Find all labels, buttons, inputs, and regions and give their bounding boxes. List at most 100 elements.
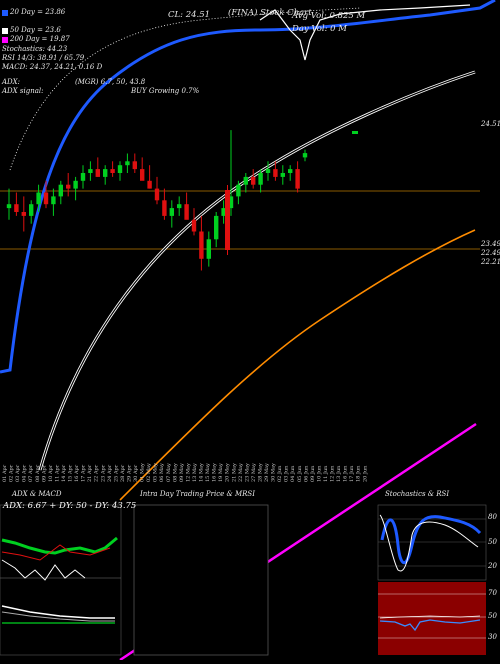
adx-signal-label: ADX signal:	[2, 87, 44, 95]
adx-value: (MGR) 6.7, 50, 43.8	[75, 78, 146, 86]
candle-body	[302, 153, 308, 158]
x-date-label: 02 Apr	[9, 464, 15, 482]
candle-body	[251, 176, 256, 185]
x-date-label: 10 Jun	[316, 465, 322, 482]
adx-line	[1, 559, 86, 581]
candle-body	[288, 169, 293, 173]
candle-body	[162, 200, 167, 216]
candle-body	[14, 204, 19, 212]
ma50-line-inner	[39, 71, 476, 471]
average-volume: Avg Vol: 0.825 M	[292, 11, 366, 21]
x-date-label: 21 May	[231, 463, 237, 482]
candle-body	[95, 169, 100, 177]
candle-body	[206, 239, 211, 259]
x-date-label: 24 Apr	[107, 464, 113, 482]
adx-plus-dy-line	[1, 536, 118, 555]
adx-label: ADX:	[2, 78, 21, 86]
x-date-label: 04 Apr	[22, 464, 28, 482]
x-date-label: 20 Jun	[362, 465, 368, 482]
x-date-label: 05 May	[153, 463, 159, 482]
candle-body	[214, 215, 219, 240]
candle-body	[236, 184, 241, 197]
x-date-label: 04 Jun	[290, 465, 296, 482]
x-date-label: 29 May	[264, 463, 270, 482]
x-date-label: 10 Apr	[48, 464, 54, 482]
candle-body-latest	[352, 131, 358, 134]
day-volume: Day Vol: 0 M	[292, 24, 347, 34]
x-date-label: 01 Apr	[2, 464, 8, 482]
candle-body	[258, 173, 263, 185]
x-date-label: 06 May	[159, 463, 165, 482]
x-date-label: 09 Apr	[41, 464, 47, 482]
intraday-title: Intra Day Trading Price & MRSI	[140, 490, 255, 498]
x-date-label: 02 Jun	[277, 465, 283, 482]
rsi-panel	[378, 582, 486, 655]
stoch-level-20: 20	[488, 562, 497, 570]
x-date-label: 14 Apr	[61, 464, 67, 482]
x-date-label: 30 Apr	[133, 464, 139, 482]
x-date-label: 07 May	[166, 463, 172, 482]
candle-body	[184, 204, 189, 220]
x-date-label: 18 Jun	[356, 465, 362, 482]
adx-macd-title: ADX & MACD	[12, 490, 62, 498]
x-date-label: 02 May	[146, 463, 152, 482]
adx-panel-readout: ADX: 6.67 + DY: 50 - DY: 43.75	[3, 501, 137, 511]
candle-body	[43, 192, 49, 205]
x-date-label: 06 Jun	[303, 465, 309, 482]
legend-swatch-20	[2, 10, 8, 16]
x-date-label: 01 May	[140, 463, 146, 482]
price-label-2: 23.49	[481, 240, 500, 248]
stoch-d-line	[379, 514, 479, 572]
x-date-label: 13 May	[192, 463, 198, 482]
x-date-label: 17 Apr	[81, 464, 87, 482]
x-date-label: 13 Jun	[336, 465, 342, 482]
candle-body	[273, 169, 278, 177]
candle-body	[6, 204, 12, 209]
x-date-label: 22 Apr	[94, 464, 100, 482]
x-date-label: 16 Apr	[74, 464, 80, 482]
x-date-label: 11 Apr	[54, 464, 60, 482]
x-date-label: 14 May	[199, 463, 205, 482]
candle-body	[88, 169, 93, 173]
x-date-label: 20 May	[225, 463, 231, 482]
ma50-line-outer	[38, 70, 476, 471]
macd-line	[1, 605, 115, 619]
stoch-rsi-title: Stochastics & RSI	[385, 490, 450, 498]
price-label-4: 22.21	[481, 258, 500, 266]
x-date-label: 22 May	[238, 463, 244, 482]
candle-body	[125, 161, 130, 166]
candle-body	[36, 192, 41, 205]
rsi-line	[379, 619, 481, 632]
rsi-readout: RSI 14/3: 38.91 / 65.79	[2, 54, 85, 62]
candle-body	[228, 196, 234, 209]
rsi-signal-line	[379, 615, 481, 619]
legend-50-day: 50 Day = 23.6	[10, 26, 61, 34]
x-date-label: 08 Apr	[35, 464, 41, 482]
x-date-label: 08 May	[172, 463, 178, 482]
price-label-3: 22.49	[481, 249, 500, 257]
x-date-label: 16 Jun	[343, 465, 349, 482]
x-date-label: 19 May	[218, 463, 224, 482]
candle-body	[29, 204, 34, 216]
x-date-label: 03 Jun	[284, 465, 290, 482]
intraday-panel	[133, 504, 269, 656]
legend-200-day: 200 Day = 19.87	[10, 35, 70, 43]
candle-body	[117, 165, 123, 173]
candle-body	[177, 204, 182, 209]
x-date-label: 23 May	[244, 463, 250, 482]
candle-body	[154, 188, 160, 201]
candle-body	[103, 169, 108, 177]
x-date-label: 27 May	[251, 463, 257, 482]
x-date-label: 12 Jun	[330, 465, 336, 482]
x-date-label: 05 Jun	[297, 465, 303, 482]
x-date-label: 29 Apr	[126, 464, 132, 482]
candle-body	[73, 180, 78, 189]
envelope-dotted-line	[9, 7, 361, 171]
x-date-label: 16 May	[212, 463, 218, 482]
rsi-level-50: 50	[488, 612, 497, 620]
candle-body	[147, 180, 152, 189]
rsi-level-30: 30	[488, 633, 497, 641]
stochastics-readout: Stochastics: 44.23	[2, 45, 68, 53]
